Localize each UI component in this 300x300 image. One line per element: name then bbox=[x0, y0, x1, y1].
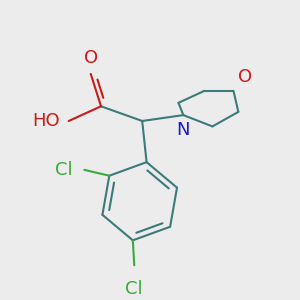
Text: N: N bbox=[177, 121, 190, 139]
Text: Cl: Cl bbox=[125, 280, 143, 298]
Text: O: O bbox=[84, 49, 98, 67]
Text: HO: HO bbox=[32, 112, 60, 130]
Text: Cl: Cl bbox=[55, 161, 73, 179]
Text: O: O bbox=[238, 68, 252, 86]
